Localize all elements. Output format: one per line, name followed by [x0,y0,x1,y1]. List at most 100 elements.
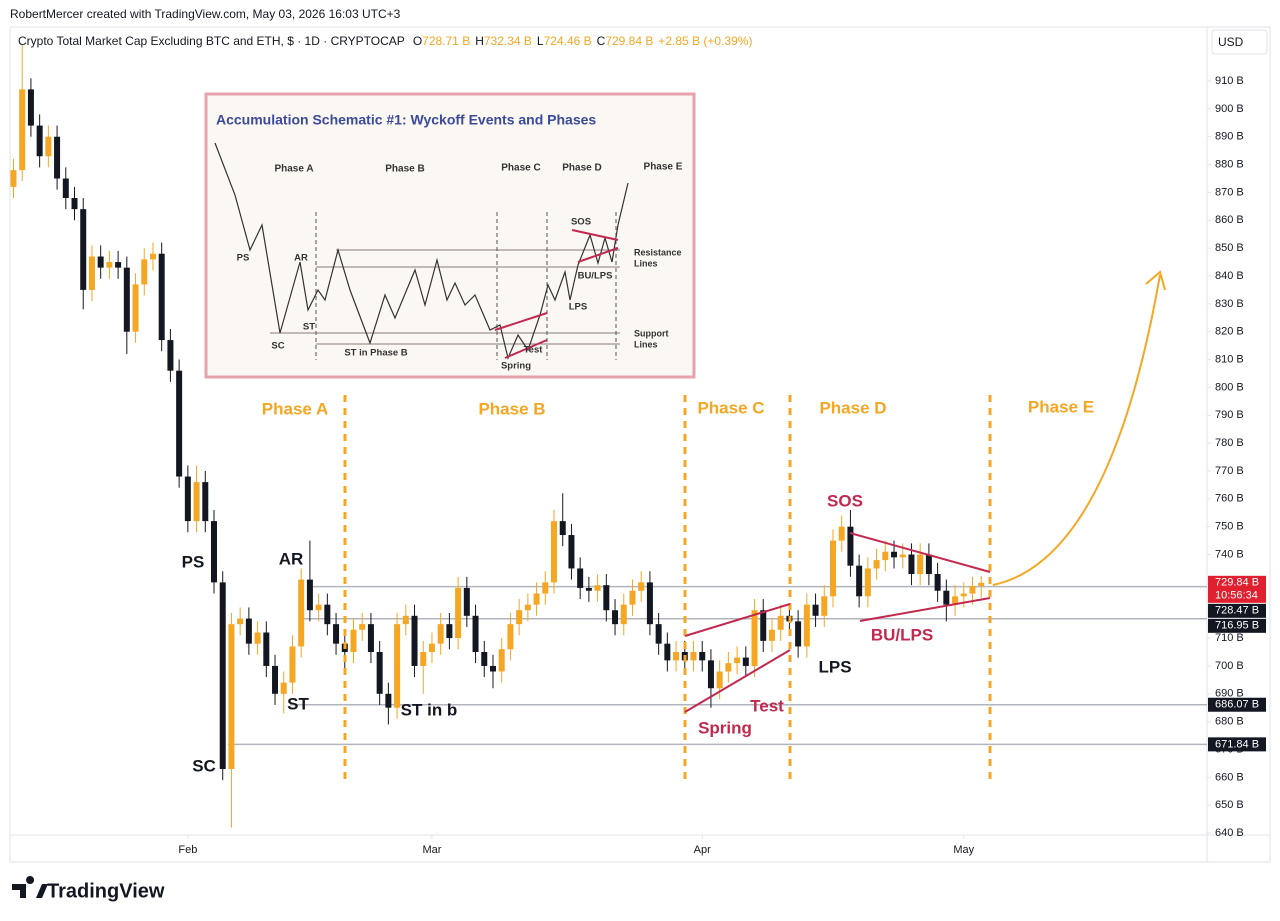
candle-body [952,596,959,605]
candle-body [428,643,435,653]
candle-body [420,652,427,666]
candle-body [211,521,218,583]
event-label: Spring [698,718,752,737]
x-tick-label: Mar [422,844,441,856]
y-tick-label: 710 B [1215,632,1244,644]
candle-body [568,535,575,569]
logo-mark [12,876,48,898]
event-label: Test [750,696,784,715]
candle-body [19,89,26,171]
inset-schematic: Accumulation Schematic #1: Wyckoff Event… [204,92,696,379]
inset-phase: Phase B [385,164,424,175]
candle-body [472,615,479,653]
inset-title: Accumulation Schematic #1: Wyckoff Event… [216,112,596,128]
y-tick-label: 820 B [1215,326,1244,338]
y-tick-label: 800 B [1215,381,1244,393]
price-tag-label: 716.95 B [1215,620,1259,632]
inset-level-label: Support [634,328,669,338]
event-label: SC [192,756,216,775]
y-tick-label: 850 B [1215,242,1244,254]
inset-event: ST [303,322,315,333]
credit: RobertMercer created with TradingView.co… [10,7,401,21]
legend-title: Crypto Total Market Cap Excluding BTC an… [18,34,405,48]
y-tick-label: 660 B [1215,771,1244,783]
candle-body [760,610,767,641]
candle-body [891,551,898,558]
y-tick-label: 650 B [1215,799,1244,811]
legend-line: Crypto Total Market Cap Excluding BTC an… [18,34,752,48]
inset-trendline [494,312,548,331]
candle-body [184,476,191,522]
inset-level-label: Resistance [634,247,682,257]
candle-body [812,604,819,616]
y-tick-label: 790 B [1215,409,1244,421]
inset-event: SC [271,341,284,352]
trendlines [684,532,991,713]
trendline [684,603,791,637]
candle-body [655,624,662,644]
candle-body [751,610,758,666]
candle-body [62,178,69,199]
candle-body [463,587,470,616]
candle-body [917,554,924,575]
y-tick-label: 900 B [1215,103,1244,115]
candle-body [673,652,680,661]
candle-body [516,610,523,625]
inset-phase: Phase A [274,164,313,175]
candle-body [960,593,967,597]
candle-body [350,629,357,653]
candle-body [71,198,78,210]
phase-label: Phase A [262,399,328,418]
y-tick-label: 740 B [1215,548,1244,560]
price-tag [1208,737,1266,752]
y-tick-label: 910 B [1215,75,1244,87]
candle-body [123,267,130,332]
price-tag-label: 729.84 B [1215,577,1259,589]
inset-event: Test [524,345,544,356]
inset-event: SOS [571,217,591,228]
candle-body [324,604,331,625]
price-lines [228,585,1207,746]
candle-body [734,657,741,664]
inset-trendline [577,247,619,263]
candle-body [367,624,374,653]
candle-body [333,624,340,644]
inset-phase: Phase C [501,163,540,174]
legend-key: O [413,34,422,48]
y-tick-label: 840 B [1215,270,1244,282]
candle-body [629,590,636,605]
y-tick-label: 830 B [1215,298,1244,310]
candle-body [45,136,52,157]
phase-label: Phase E [1028,397,1094,416]
candle-body [158,253,165,341]
candle-body [864,568,871,597]
inset-phase: Phase D [562,163,601,174]
candle-body [847,526,854,566]
price-tag-label: 728.47 B [1215,605,1259,617]
candle-body [507,624,514,650]
candle-body [646,582,653,625]
event-label: BU/LPS [871,625,933,644]
price-tag [1208,575,1266,603]
candle-body [289,646,296,683]
phase-label: Phase D [819,398,886,417]
inset-trendline [571,229,619,241]
currency-box[interactable] [1211,29,1268,55]
candle-body [542,582,549,594]
trendline [859,597,991,622]
candle-body [882,551,889,561]
candle-body [612,610,619,625]
candle-body [551,521,558,583]
y-tick-label: 860 B [1215,214,1244,226]
candle-body [237,618,244,625]
candle-body [498,649,505,672]
inset-level-label: Lines [634,339,658,349]
candle-body [489,665,496,672]
candle-body [141,259,148,285]
candle-body [638,582,645,591]
candle-body [149,253,156,260]
inset-labels: Phase A Phase B Phase C Phase D Phase E PS AR S… [237,162,683,372]
inset-event: LPS [569,302,587,313]
price-tag [1208,618,1266,633]
